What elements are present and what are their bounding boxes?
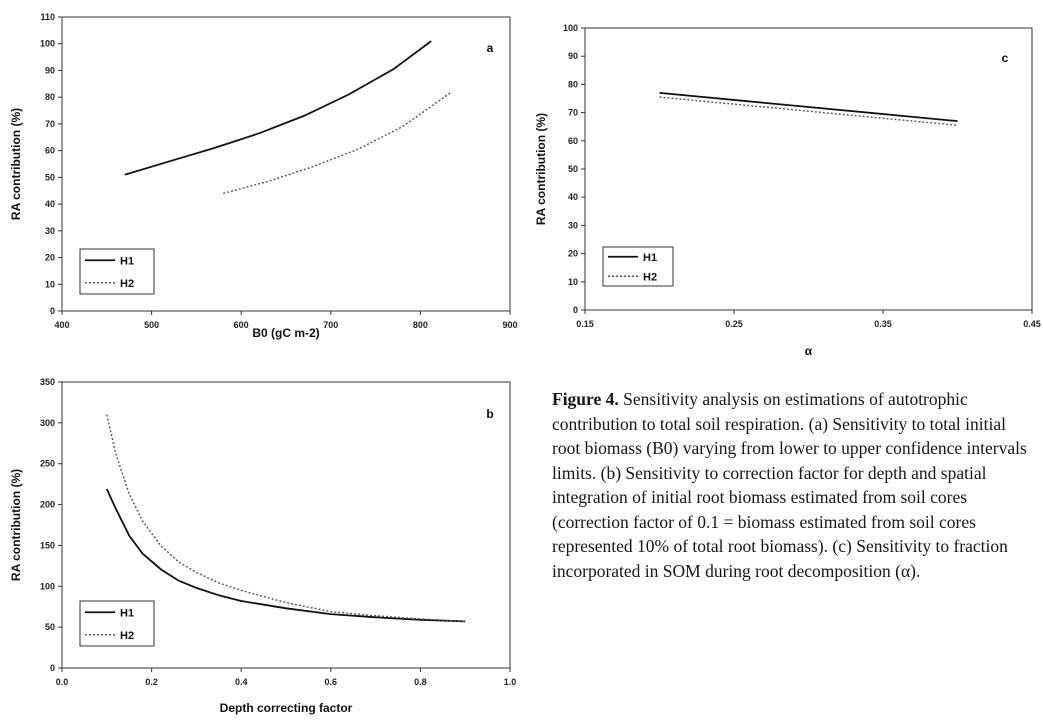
legend-box [79,600,155,647]
x-tick-label: 900 [502,320,517,330]
y-tick-label: 0 [573,305,578,315]
figure-caption: Figure 4. Sensitivity analysis on estima… [552,387,1028,583]
legend-label-h1: H1 [120,607,134,619]
x-tick-label: 0.4 [235,677,248,687]
series-line-h1 [105,488,466,623]
x-tick-label: 0.45 [1023,319,1041,329]
y-tick-label: 80 [568,79,578,89]
x-tick-label: 0.8 [414,677,427,687]
legend-label-h2: H2 [643,271,657,283]
y-tick-label: 50 [568,164,578,174]
y-tick-label: 150 [40,540,55,550]
x-tick-label: 600 [234,320,249,330]
x-tick-label: 0.25 [725,319,743,329]
y-tick-label: 60 [568,136,578,146]
x-tick-label: 700 [323,320,338,330]
y-tick-label: 110 [40,12,55,22]
x-tick-label: 0.2 [145,677,158,687]
x-tick-label: 0.6 [325,677,338,687]
x-tick-label: 0.15 [576,319,594,329]
series-line-h1 [659,92,958,122]
x-tick-label: 1.0 [504,677,517,687]
y-tick-label: 30 [568,220,578,230]
y-tick-label: 70 [568,108,578,118]
y-tick-label: 0 [50,663,55,673]
plot-frame [61,16,511,312]
legend-label-h2: H2 [120,278,134,290]
x-axis-label: Depth correcting factor [220,701,353,715]
y-tick-label: 250 [40,459,55,469]
panel-label: c [1002,51,1009,65]
y-tick-label: 60 [45,146,55,156]
y-tick-label: 300 [40,418,55,428]
x-axis-label: α [805,344,813,358]
y-tick-label: 90 [45,65,55,75]
y-tick-label: 30 [45,226,55,236]
y-tick-label: 50 [45,172,55,182]
chart-panel-b: 0 50 100 150 200 250 300 350 0.0 0.2 0.4 0.6 0.8 1.0 R… [9,377,516,715]
y-tick-label: 0 [50,306,55,316]
legend-label-h2: H2 [120,630,134,642]
y-tick-label: 10 [568,277,578,287]
x-tick-label: 400 [54,320,69,330]
y-tick-label: 70 [45,119,55,129]
y-tick-label: 20 [45,253,55,263]
x-tick-label: 0.0 [56,677,69,687]
panel-label: b [486,407,493,421]
series-line-h2 [106,414,466,623]
legend-label-h1: H1 [120,255,134,267]
caption-text: Sensitivity analysis on estimations of a… [552,389,1027,581]
series-line-h2 [223,91,453,195]
y-tick-label: 20 [568,249,578,259]
legend-label-h1: H1 [643,252,657,264]
y-tick-label: 100 [40,581,55,591]
legend: H1 H2 [79,248,155,295]
plot-frame [61,381,511,669]
y-tick-label: 100 [563,23,578,33]
legend-box [79,248,155,295]
panel-label: a [487,41,494,55]
y-axis-label: RA contribution (%) [9,469,23,581]
caption-label: Figure 4. [552,389,619,409]
y-tick-label: 40 [45,199,55,209]
y-axis-label: RA contribution (%) [9,108,23,220]
chart-panel-a: 0 10 20 30 40 50 60 70 80 90 100 110 400 500 600 700 800… [9,12,518,340]
y-tick-label: 200 [40,500,55,510]
y-tick-label: 350 [40,377,55,387]
y-tick-label: 40 [568,192,578,202]
y-tick-label: 100 [40,39,55,49]
x-tick-label: 500 [144,320,159,330]
x-axis-label: B0 (gC m-2) [252,326,319,340]
legend-box [602,246,674,287]
y-tick-label: 90 [568,51,578,61]
y-tick-label: 80 [45,92,55,102]
series-line-h2 [659,96,958,126]
legend: H1 H2 [79,600,155,647]
y-tick-label: 50 [45,622,55,632]
x-tick-label: 800 [413,320,428,330]
x-tick-label: 0.35 [874,319,892,329]
series-line-h1 [124,40,432,176]
y-axis-label: RA contribution (%) [534,113,548,225]
chart-panel-c: 0 10 20 30 40 50 60 70 80 90 100 0.15 0.25 0.35 0.45 RA… [534,23,1041,358]
legend: H1 H2 [602,246,674,287]
y-tick-label: 10 [45,279,55,289]
